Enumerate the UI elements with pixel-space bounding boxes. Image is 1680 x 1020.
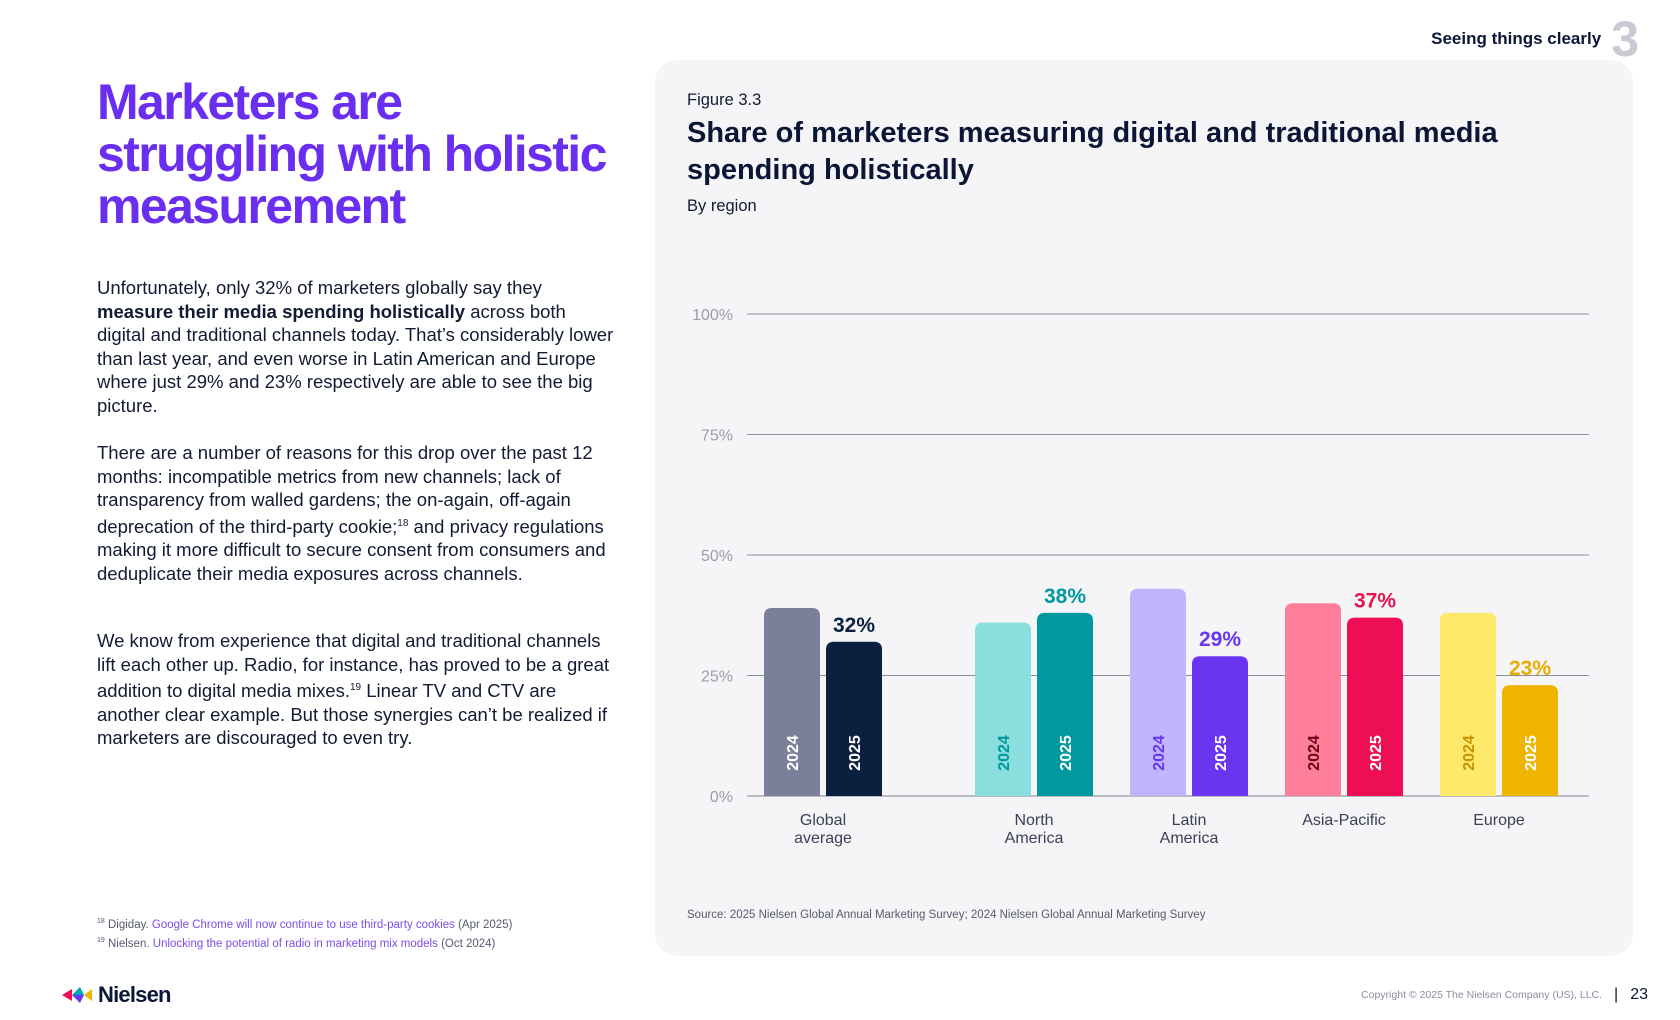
x-category-label: America <box>1160 830 1219 847</box>
bar-year-label-2024: 2024 <box>785 735 802 771</box>
bar-2024 <box>975 622 1031 796</box>
footnote-18: 18 Digiday. Google Chrome will now conti… <box>97 914 512 933</box>
footnote-link[interactable]: Google Chrome will now continue to use t… <box>151 918 455 931</box>
figure-label: Figure 3.3 <box>687 91 762 109</box>
footnote-date: (Apr 2025) <box>458 918 513 931</box>
bar-year-label-2025: 2025 <box>847 735 864 771</box>
page-headline: Marketers are struggling with holistic m… <box>97 74 607 234</box>
article-column: Marketers are struggling with holistic m… <box>97 74 617 748</box>
paragraph-2-text-a: There are a number of reasons for this d… <box>97 442 593 537</box>
paragraph-2-text-b: and privacy regulations making it more d… <box>97 515 606 584</box>
bar-year-label-2025: 2025 <box>1523 735 1540 771</box>
bar-2025 <box>1502 685 1558 796</box>
footnotes: 18 Digiday. Google Chrome will now conti… <box>97 914 512 952</box>
paragraph-1-text-a: Unfortunately, only 32% of marketers glo… <box>97 277 542 298</box>
copyright-text: Copyright © 2025 The Nielsen Company (US… <box>1361 989 1603 1001</box>
x-category-label: Latin <box>1172 812 1207 829</box>
paragraph-1: Unfortunately, only 32% of marketers glo… <box>97 276 617 417</box>
chart-source: Source: 2025 Nielsen Global Annual Marke… <box>687 909 1206 921</box>
bar-2024 <box>1440 612 1496 796</box>
data-label-2025: 37% <box>1354 590 1396 613</box>
x-category-label: average <box>794 830 852 847</box>
data-label-2025: 29% <box>1199 628 1241 651</box>
paragraph-1-text-b: across both digital and traditional chan… <box>97 300 614 416</box>
paragraph-2: There are a number of reasons for this d… <box>97 441 617 585</box>
bar-2024 <box>1130 588 1186 796</box>
paragraph-3: We know from experience that digital and… <box>97 629 617 750</box>
x-category-label: Asia-Pacific <box>1302 812 1386 829</box>
footnote-ref-18: 18 <box>397 517 409 529</box>
data-label-2025: 23% <box>1509 657 1551 680</box>
paragraph-3-text-b: Linear TV and CTV are another clear exam… <box>97 680 608 749</box>
page-footer: Copyright © 2025 The Nielsen Company (US… <box>1361 986 1648 1004</box>
bar-year-label-2025: 2025 <box>1213 735 1230 771</box>
bar-2024 <box>1285 603 1341 796</box>
data-label-2025: 38% <box>1044 585 1086 608</box>
bar-year-label-2024: 2024 <box>996 735 1013 771</box>
footnote-link[interactable]: Unlocking the potential of radio in mark… <box>152 937 438 950</box>
footer-separator: | <box>1614 986 1619 1003</box>
paragraph-1-bold: measure their media spending holisticall… <box>97 300 466 322</box>
y-tick-label: 0% <box>710 789 733 806</box>
logo-wordmark: Nielsen <box>98 982 171 1007</box>
x-category-label: America <box>1005 830 1064 847</box>
y-tick-label: 25% <box>701 669 733 686</box>
footnote-ref-19: 19 <box>349 682 362 693</box>
bar-year-label-2025: 2025 <box>1368 735 1385 771</box>
footnote-date: (Oct 2024) <box>441 937 496 950</box>
bar-2024 <box>764 608 820 796</box>
bar-2025 <box>826 641 882 796</box>
y-tick-label: 75% <box>701 428 733 445</box>
chart-subtitle: By region <box>687 197 757 215</box>
nielsen-mark-icon <box>62 987 92 1003</box>
footnote-number: 18 <box>97 918 105 925</box>
chart-title: Share of marketers measuring digital and… <box>687 117 1498 186</box>
footnote-source: Digiday. <box>108 918 149 931</box>
y-tick-label: 50% <box>701 548 733 565</box>
figure-card: Figure 3.3 Share of marketers measuring … <box>655 60 1633 956</box>
section-title: Seeing things clearly <box>1431 29 1602 48</box>
bar-2025 <box>1192 656 1248 796</box>
footnote-source: Nielsen. <box>108 937 150 950</box>
bar-2025 <box>1037 612 1093 796</box>
x-category-label: North <box>1014 812 1053 829</box>
bar-2025 <box>1347 617 1403 796</box>
paragraph-3-text-a: We know from experience that digital and… <box>97 630 610 702</box>
bar-year-label-2024: 2024 <box>1151 735 1168 771</box>
bar-year-label-2024: 2024 <box>1461 735 1478 771</box>
footnote-19: 19 Nielsen. Unlocking the potential of r… <box>97 933 512 952</box>
x-category-label: Global <box>800 812 846 829</box>
x-category-label: Europe <box>1473 812 1525 829</box>
y-tick-label: 100% <box>692 307 733 324</box>
data-label-2025: 32% <box>833 614 875 637</box>
section-header: Seeing things clearly 3 <box>1431 11 1639 67</box>
nielsen-logo: Nielsen <box>62 982 171 1008</box>
page-number: 23 <box>1630 986 1648 1003</box>
section-number: 3 <box>1611 11 1639 67</box>
bar-year-label-2024: 2024 <box>1306 735 1323 771</box>
bar-year-label-2025: 2025 <box>1058 735 1075 771</box>
footnote-number: 19 <box>97 936 105 944</box>
